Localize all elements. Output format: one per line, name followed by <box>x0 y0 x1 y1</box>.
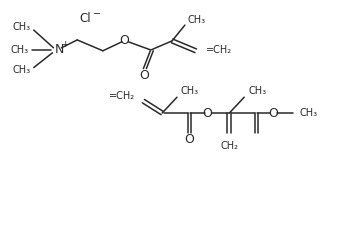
Text: O: O <box>203 106 213 119</box>
Text: CH₃: CH₃ <box>181 86 199 96</box>
Text: CH₃: CH₃ <box>13 64 31 75</box>
Text: O: O <box>139 69 149 82</box>
Text: Cl: Cl <box>79 12 91 25</box>
Text: CH₃: CH₃ <box>11 45 29 55</box>
Text: =CH₂: =CH₂ <box>109 91 136 101</box>
Text: CH₃: CH₃ <box>13 22 31 32</box>
Text: +: + <box>61 40 69 49</box>
Text: O: O <box>120 34 130 47</box>
Text: CH₂: CH₂ <box>220 141 238 151</box>
Text: =CH₂: =CH₂ <box>206 45 232 55</box>
Text: CH₃: CH₃ <box>248 86 266 96</box>
Text: −: − <box>93 9 101 19</box>
Text: O: O <box>268 106 278 119</box>
Text: CH₃: CH₃ <box>188 15 206 25</box>
Text: N: N <box>55 43 64 56</box>
Text: O: O <box>184 133 194 146</box>
Text: CH₃: CH₃ <box>300 108 318 118</box>
